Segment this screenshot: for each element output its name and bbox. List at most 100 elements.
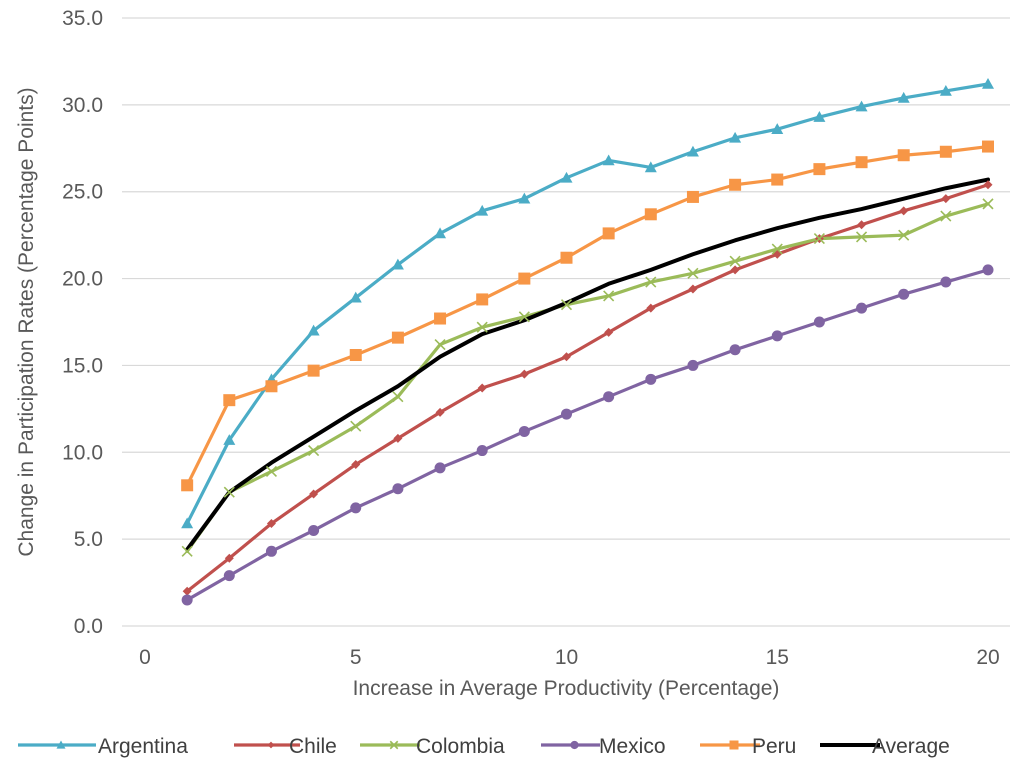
data-point-colombia (181, 545, 193, 557)
legend-item-chile: Chile (234, 735, 337, 758)
data-point-chile (224, 553, 234, 563)
data-point-argentina (771, 123, 784, 134)
data-point-mexico (476, 445, 488, 457)
data-point-argentina (939, 84, 952, 96)
data-point-peru (476, 293, 489, 306)
y-tick-label: 25.0 (62, 181, 103, 204)
data-point-colombia (308, 444, 320, 457)
data-point-argentina (349, 291, 362, 303)
data-point-colombia (813, 233, 825, 245)
series-markers (181, 78, 994, 606)
data-point-mexico (645, 373, 657, 385)
y-tick-label: 10.0 (62, 441, 103, 464)
data-point-colombia (476, 321, 488, 333)
data-point-colombia (982, 198, 994, 210)
data-point-colombia (687, 267, 699, 279)
data-point-chile (266, 519, 276, 529)
y-tick-label: 20.0 (62, 268, 103, 291)
data-point-chile (857, 220, 867, 230)
data-point-peru (729, 178, 742, 191)
legend-marker (570, 740, 579, 750)
y-axis-title: Change in Participation Rates (Percentag… (15, 87, 38, 556)
series-line-mexico (185, 268, 990, 602)
data-point-argentina (434, 227, 447, 239)
data-point-peru (307, 364, 320, 377)
data-point-peru (223, 394, 236, 407)
data-point-chile (435, 407, 445, 417)
data-point-chile (983, 180, 993, 190)
data-point-mexico (813, 316, 825, 328)
data-point-chile (899, 206, 909, 216)
data-point-peru (181, 479, 194, 492)
data-point-peru (644, 208, 657, 221)
data-point-colombia (771, 243, 783, 255)
data-point-chile (604, 327, 614, 337)
data-point-argentina (476, 204, 489, 216)
y-tick-label: 30.0 (62, 94, 103, 117)
data-point-peru (939, 145, 952, 158)
legend-item-peru: Peru (700, 735, 796, 758)
series-line-argentina (185, 82, 990, 526)
series-line-chile (185, 183, 990, 593)
data-point-argentina (307, 324, 320, 336)
legend-item-argentina: Argentina (18, 735, 188, 758)
data-point-argentina (855, 100, 868, 112)
series-line-colombia (185, 202, 990, 553)
y-tick-label: 0.0 (74, 615, 103, 638)
x-tick-label: 0 (139, 646, 151, 669)
x-axis-title: Increase in Average Productivity (Percen… (353, 677, 780, 700)
legend-label: Chile (289, 735, 337, 758)
data-point-colombia (265, 465, 278, 477)
data-point-colombia (392, 391, 404, 403)
data-point-argentina (813, 111, 826, 122)
legend-item-colombia: Colombia (360, 735, 505, 758)
data-point-argentina (729, 131, 742, 143)
data-point-peru (982, 140, 994, 153)
data-point-argentina (223, 434, 236, 445)
data-point-argentina (644, 161, 657, 173)
data-point-mexico (982, 264, 994, 276)
data-point-mexico (265, 545, 277, 557)
data-point-colombia (898, 229, 910, 241)
data-point-argentina (602, 154, 615, 166)
legend-marker (389, 740, 399, 750)
legend-label: Average (872, 735, 950, 758)
legend-marker (267, 741, 275, 749)
data-point-colombia (518, 311, 530, 323)
data-point-mexico (392, 483, 404, 495)
data-point-peru (265, 380, 278, 393)
data-point-peru (349, 349, 362, 362)
data-point-peru (813, 163, 826, 176)
data-point-colombia (560, 299, 573, 311)
data-point-mexico (603, 391, 615, 403)
data-point-colombia (940, 210, 952, 222)
y-tick-label: 35.0 (62, 7, 103, 30)
data-point-colombia (434, 339, 446, 351)
data-point-mexico (771, 330, 783, 342)
data-point-mexico (687, 359, 699, 371)
legend-item-mexico: Mexico (541, 735, 666, 758)
data-point-argentina (391, 258, 404, 270)
data-point-chile (519, 369, 529, 379)
data-point-colombia (645, 276, 657, 288)
data-point-peru (855, 156, 868, 169)
y-tick-label: 5.0 (74, 528, 103, 551)
data-point-peru (518, 272, 531, 285)
data-point-peru (560, 251, 573, 264)
x-tick-label: 10 (555, 646, 578, 669)
legend-label: Peru (752, 735, 796, 758)
data-point-mexico (434, 462, 446, 474)
data-point-chile (646, 303, 656, 313)
data-point-chile (688, 284, 698, 294)
data-point-peru (771, 173, 784, 186)
data-point-mexico (856, 302, 868, 314)
x-axis-ticks: 0 5 10 15 20 (139, 646, 1000, 669)
data-point-argentina (686, 145, 699, 157)
data-point-colombia (855, 231, 868, 243)
data-point-mexico (898, 288, 910, 300)
data-point-colombia (350, 420, 362, 432)
legend: Argentina Chile Colombia Mexico Peru Average (18, 735, 950, 758)
data-point-peru (897, 149, 910, 162)
legend-marker (56, 740, 66, 749)
